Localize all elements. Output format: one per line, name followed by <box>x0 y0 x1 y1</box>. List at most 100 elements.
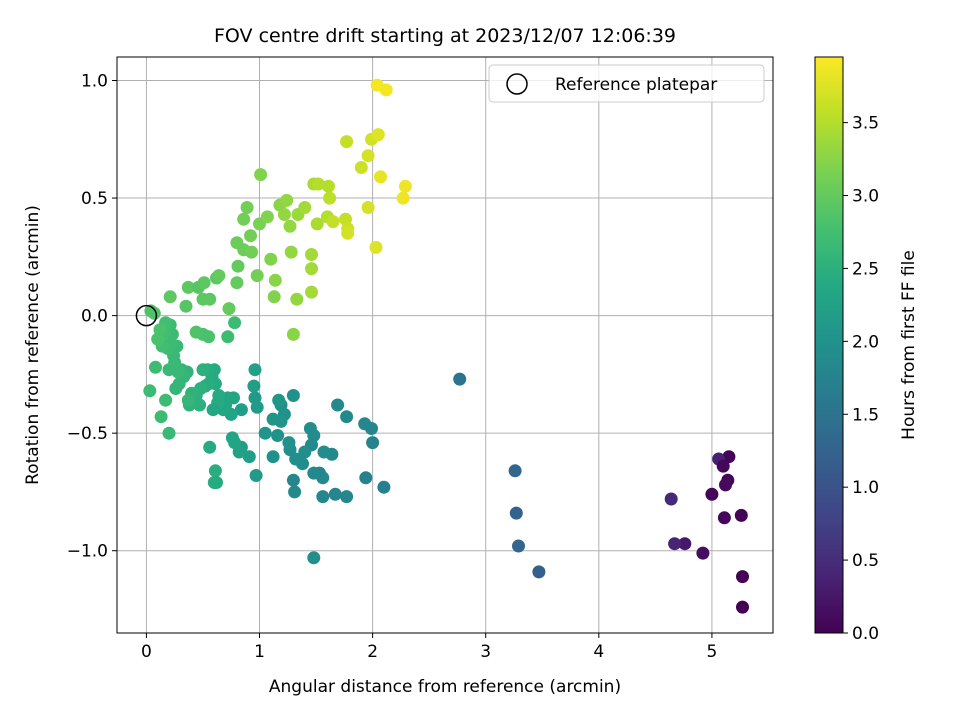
colorbar-tick-label: 3.5 <box>852 114 879 134</box>
colorbar-tick-label: 2.5 <box>852 259 879 279</box>
data-point <box>286 473 300 487</box>
data-point <box>377 480 391 494</box>
colorbar-tick-label: 1.5 <box>852 405 879 425</box>
data-point <box>267 290 281 304</box>
legend-entry: Reference platepar <box>555 75 717 95</box>
data-point <box>181 393 195 407</box>
data-point <box>508 464 522 478</box>
colorbar-tick-label: 1.0 <box>852 478 879 498</box>
data-point <box>247 379 261 393</box>
y-tick-label: −0.5 <box>67 424 108 444</box>
data-point <box>143 384 157 398</box>
y-tick-label: 1.0 <box>81 72 108 92</box>
data-point <box>179 299 193 313</box>
data-point <box>284 245 298 259</box>
data-point <box>331 398 345 412</box>
colorbar-tick-label: 3.0 <box>852 187 879 207</box>
data-point <box>305 248 318 261</box>
data-point <box>271 429 285 442</box>
data-point <box>668 537 682 551</box>
data-point <box>359 471 373 485</box>
data-point <box>736 600 749 614</box>
data-point <box>240 201 254 214</box>
data-point <box>283 219 297 233</box>
data-point <box>203 440 217 454</box>
x-axis-ticks: 0 1 2 3 4 5 <box>141 633 717 662</box>
y-tick-label: 0.0 <box>81 307 108 327</box>
data-point <box>328 487 342 501</box>
data-point <box>277 208 291 221</box>
data-point <box>258 426 272 440</box>
data-point <box>266 450 280 464</box>
colorbar-tick-label: 0.0 <box>852 624 879 644</box>
data-point <box>231 259 245 273</box>
data-point <box>512 539 525 553</box>
data-point <box>144 304 158 318</box>
data-point <box>208 464 222 478</box>
reference-marker <box>135 304 158 327</box>
colorbar-ticks: 0.0 0.5 1.0 1.5 2.0 2.5 3.0 3.5 <box>843 114 879 644</box>
x-tick-label: 5 <box>707 642 718 662</box>
data-point <box>206 403 220 417</box>
data-point <box>196 363 210 377</box>
data-point <box>664 492 678 506</box>
data-point <box>307 466 321 480</box>
x-axis-label: Angular distance from reference (arcmin) <box>269 677 621 697</box>
data-point <box>369 240 383 254</box>
data-point <box>272 393 286 407</box>
x-tick-label: 1 <box>254 642 265 662</box>
data-point <box>290 292 304 306</box>
colorbar: 0.0 0.5 1.0 1.5 2.0 2.5 3.0 3.5 Hours from firs… <box>814 56 919 644</box>
data-point <box>322 179 335 193</box>
y-axis-label: Rotation from reference (arcmin) <box>23 205 43 485</box>
data-point <box>398 179 412 193</box>
data-point <box>705 487 719 501</box>
data-point <box>361 149 375 163</box>
data-point <box>316 490 330 504</box>
x-tick-label: 3 <box>480 642 491 662</box>
data-point <box>298 445 312 459</box>
data-point <box>366 436 380 450</box>
data-point <box>228 316 242 330</box>
data-point <box>734 508 748 522</box>
y-axis-ticks: −1.0 −0.5 0.0 0.5 1.0 <box>67 72 117 562</box>
data-point <box>254 168 268 182</box>
data-point <box>289 452 303 466</box>
data-point <box>244 229 257 243</box>
data-point <box>288 485 302 499</box>
data-point <box>371 128 385 142</box>
data-point <box>154 410 168 424</box>
data-point <box>453 372 467 386</box>
data-point <box>237 212 251 226</box>
data-point <box>181 280 195 294</box>
data-point <box>163 290 177 304</box>
data-point <box>361 201 375 214</box>
data-point <box>354 161 368 174</box>
data-point <box>159 393 173 407</box>
legend: Reference platepar <box>488 64 765 103</box>
data-point <box>341 226 355 240</box>
data-point <box>374 170 387 184</box>
data-point <box>340 410 354 424</box>
data-point <box>249 469 263 482</box>
data-point <box>212 269 226 283</box>
data-point <box>225 431 239 445</box>
data-point <box>266 412 280 426</box>
data-point <box>260 210 274 224</box>
data-point <box>303 422 317 435</box>
data-point <box>717 511 731 525</box>
data-point <box>719 478 732 492</box>
data-point <box>286 327 300 341</box>
x-tick-label: 0 <box>141 642 152 662</box>
data-point <box>230 276 244 290</box>
data-point <box>358 417 372 431</box>
legend-marker <box>506 73 528 95</box>
data-point <box>242 450 256 464</box>
colorbar-gradient <box>814 56 844 634</box>
data-point <box>379 83 393 97</box>
data-point <box>317 445 331 459</box>
data-point <box>305 262 318 276</box>
data-point <box>280 193 294 207</box>
data-point <box>149 360 162 374</box>
